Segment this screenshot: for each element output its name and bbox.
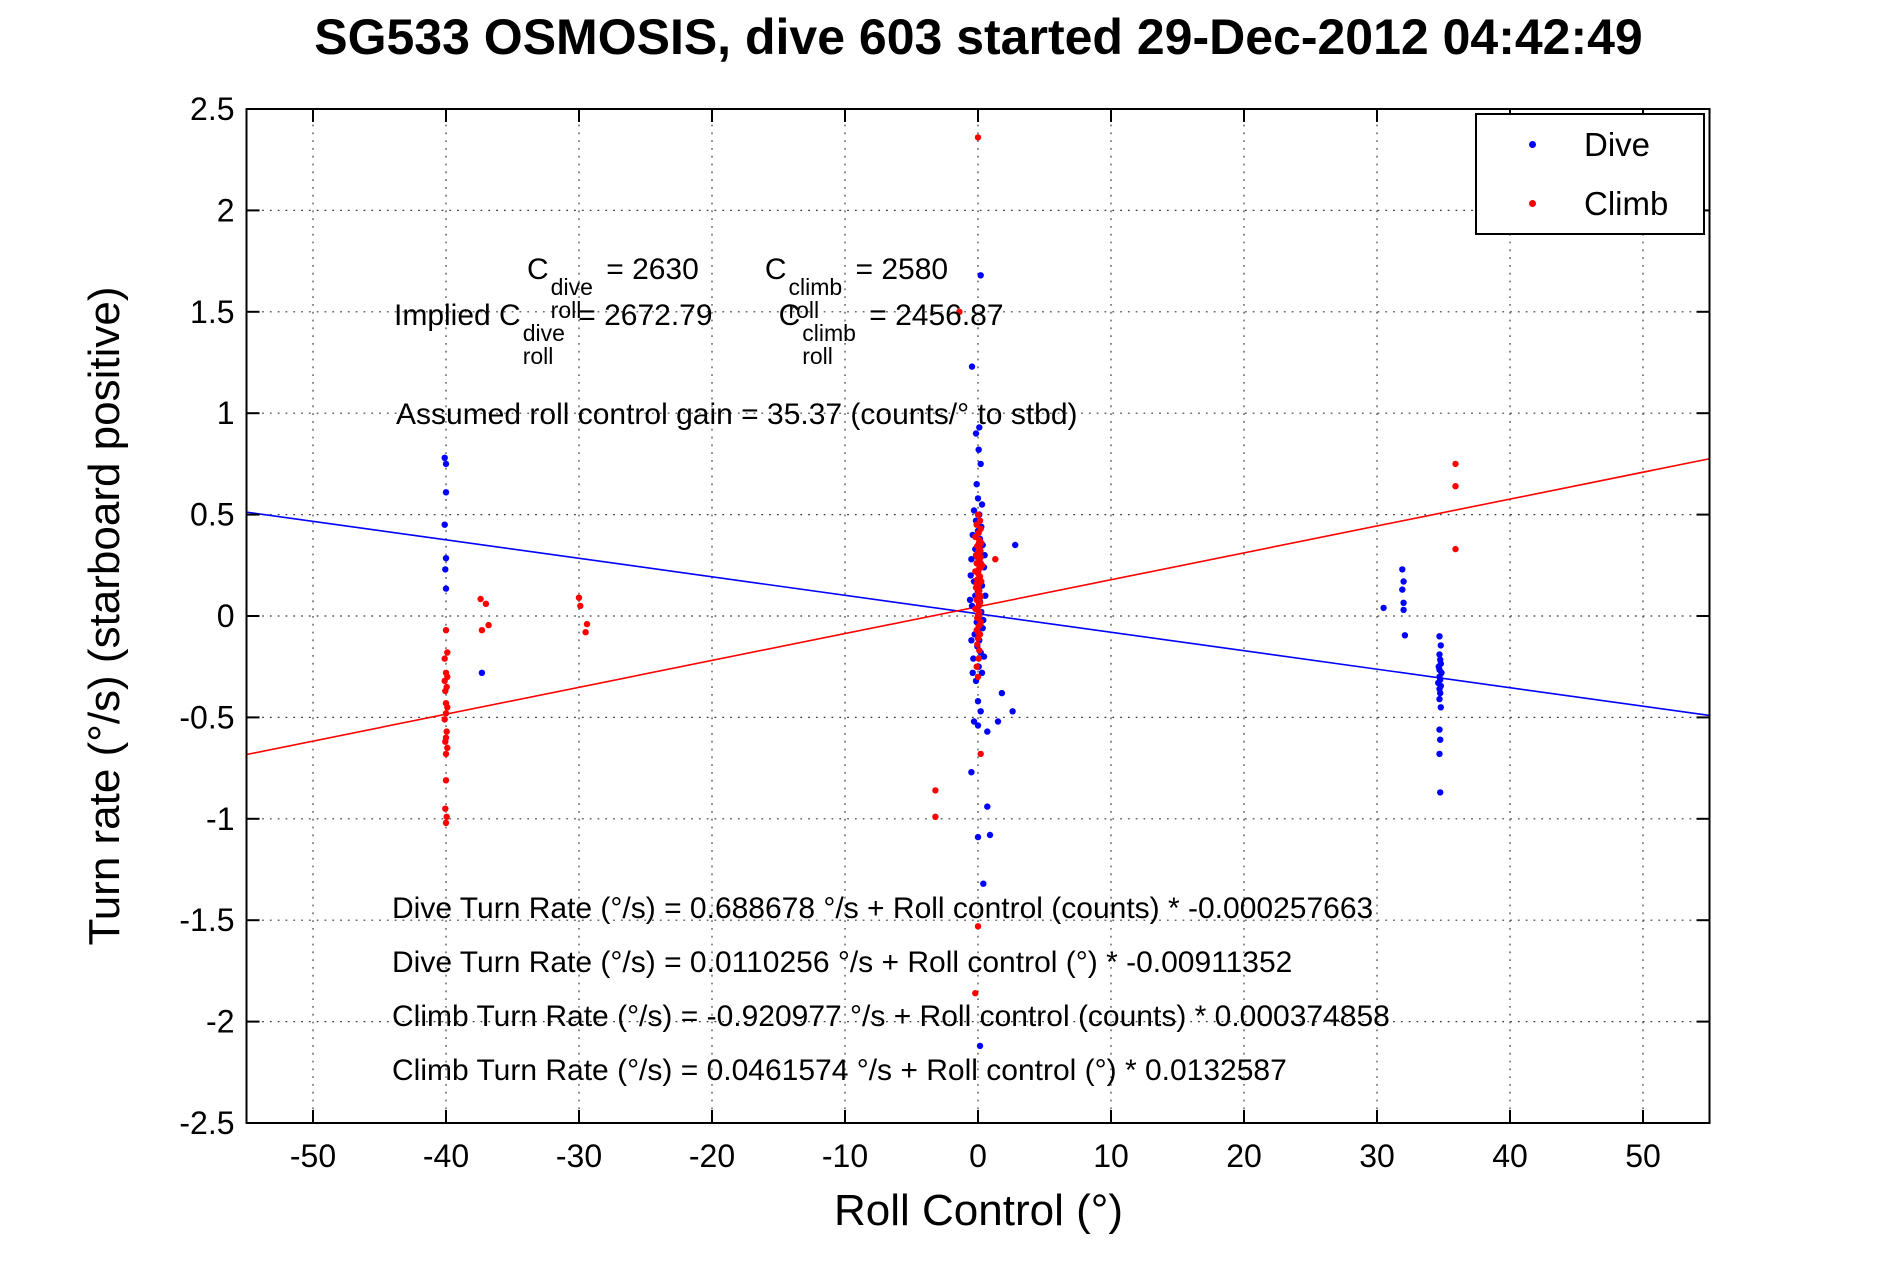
dive-marker-icon: [1529, 141, 1536, 148]
svg-text:20: 20: [1226, 1138, 1262, 1174]
equation-dive-counts: Dive Turn Rate (°/s) = 0.688678 °/s + Ro…: [392, 892, 1374, 925]
svg-text:-1: -1: [206, 801, 234, 837]
svg-text:1: 1: [217, 395, 235, 431]
svg-text:2: 2: [217, 192, 235, 228]
svg-text:-30: -30: [556, 1138, 602, 1174]
plot-title: SG533 OSMOSIS, dive 603 started 29-Dec-2…: [314, 9, 1643, 65]
scatter-dive: [441, 272, 1445, 1050]
svg-text:0.5: 0.5: [190, 497, 234, 533]
annotation-roll-gain: Assumed roll control gain = 35.37 (count…: [396, 398, 1078, 431]
svg-text:10: 10: [1093, 1138, 1129, 1174]
x-axis-label: Roll Control (°): [834, 1186, 1123, 1235]
y-axis-label: Turn rate (°/s) (starboard positive): [80, 286, 129, 946]
svg-text:-10: -10: [822, 1138, 868, 1174]
svg-text:40: 40: [1492, 1138, 1528, 1174]
svg-text:0: 0: [217, 598, 235, 634]
scatter-climb: [441, 134, 1459, 997]
axis-ticks: [246, 108, 1710, 1124]
svg-text:-2.5: -2.5: [179, 1105, 234, 1141]
svg-text:30: 30: [1359, 1138, 1395, 1174]
legend-entry-dive: Dive: [1477, 126, 1703, 164]
legend-entry-climb: Climb: [1477, 185, 1703, 223]
y-tick-labels: -2.5 -2 -1.5 -1 -0.5 0 0.5 1 1.5 2 2.5: [179, 91, 234, 1141]
svg-text:-2: -2: [206, 1004, 234, 1040]
svg-text:50: 50: [1625, 1138, 1661, 1174]
legend-box: Dive Climb: [1475, 113, 1705, 235]
svg-text:2.5: 2.5: [190, 91, 234, 127]
climb-marker-icon: [1529, 200, 1536, 207]
svg-text:1.5: 1.5: [190, 294, 234, 330]
x-tick-labels: -50 -40 -30 -20 -10 0 10 20 30 40 50: [290, 1138, 1661, 1174]
equation-climb-degrees: Climb Turn Rate (°/s) = 0.0461574 °/s + …: [392, 1054, 1287, 1087]
equation-dive-degrees: Dive Turn Rate (°/s) = 0.0110256 °/s + R…: [392, 946, 1293, 979]
svg-text:0: 0: [969, 1138, 987, 1174]
svg-text:-20: -20: [689, 1138, 735, 1174]
svg-text:-1.5: -1.5: [179, 902, 234, 938]
svg-text:-0.5: -0.5: [179, 699, 234, 735]
equation-climb-counts: Climb Turn Rate (°/s) = -0.920977 °/s + …: [392, 1000, 1390, 1033]
svg-text:-50: -50: [290, 1138, 336, 1174]
legend-label-climb: Climb: [1584, 184, 1669, 222]
legend-label-dive: Dive: [1584, 125, 1651, 163]
svg-text:-40: -40: [423, 1138, 469, 1174]
